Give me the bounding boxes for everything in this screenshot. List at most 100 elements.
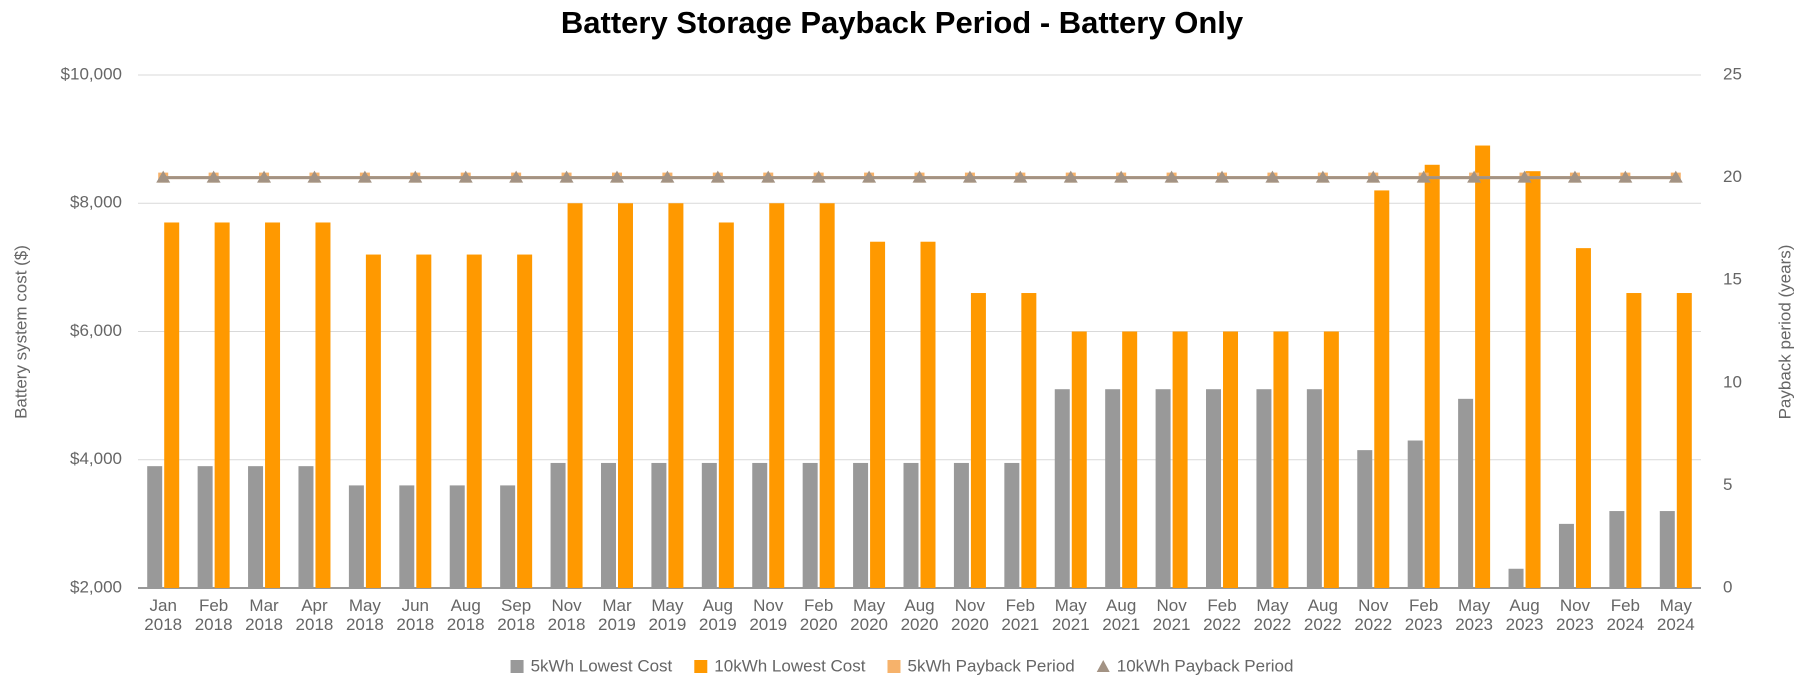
marker — [1517, 170, 1532, 183]
legend-label: 5kWh Lowest Cost — [531, 656, 673, 675]
y2-tick-label: 25 — [1723, 64, 1742, 83]
bar — [1223, 331, 1239, 588]
x-tick-label: Aug 2019 — [698, 596, 737, 634]
bar — [802, 462, 818, 588]
x-tick-label: Feb 2024 — [1606, 596, 1645, 634]
bar — [517, 254, 533, 589]
marker — [257, 170, 272, 183]
y2-tick-label: 20 — [1723, 167, 1742, 186]
bar — [1021, 293, 1037, 588]
bar — [348, 485, 364, 588]
x-tick-label: Mar 2019 — [598, 596, 636, 634]
bar — [248, 466, 264, 588]
bar — [752, 462, 768, 588]
legend-label: 10kWh Lowest Cost — [714, 656, 865, 675]
bar — [449, 485, 465, 588]
bar — [399, 485, 415, 588]
marker — [458, 170, 473, 183]
bar — [1575, 248, 1591, 588]
bar — [1558, 523, 1574, 588]
x-tick-label: Nov 2018 — [547, 596, 586, 634]
bar — [903, 462, 919, 588]
marker — [710, 170, 725, 183]
bar — [1306, 389, 1322, 588]
bar — [315, 222, 331, 589]
x-tick-label: Mar 2018 — [245, 596, 283, 634]
bar — [1122, 331, 1138, 588]
x-tick-label: Feb 2020 — [799, 596, 838, 634]
bar — [550, 462, 566, 588]
x-tick-label: Jan 2018 — [144, 596, 183, 634]
bar — [1172, 331, 1188, 588]
marker — [1265, 170, 1280, 183]
x-tick-label: Apr 2018 — [295, 596, 334, 634]
bar — [265, 222, 281, 589]
marker — [962, 170, 977, 183]
bar — [500, 485, 516, 588]
bar — [1475, 145, 1491, 588]
y2-tick-label: 15 — [1723, 270, 1742, 289]
bar — [617, 203, 633, 588]
y-axis-label: Battery system cost ($) — [11, 245, 30, 419]
bar — [1609, 511, 1625, 588]
marker — [357, 170, 372, 183]
bar — [197, 466, 213, 588]
x-tick-label: Jun 2018 — [396, 596, 435, 634]
bar — [1458, 398, 1474, 588]
bar — [164, 222, 180, 589]
x-tick-label: May 2019 — [648, 596, 687, 634]
bar — [1525, 171, 1541, 588]
marker — [408, 170, 423, 183]
x-tick-label: May 2024 — [1656, 596, 1695, 634]
bar — [819, 203, 835, 588]
x-tick-label: Sep 2018 — [497, 596, 536, 634]
bar — [1256, 389, 1272, 588]
bar — [1004, 462, 1020, 588]
x-tick-label: May 2022 — [1253, 596, 1292, 634]
marker — [811, 170, 826, 183]
legend-symbol — [1096, 660, 1110, 672]
bar — [870, 241, 886, 588]
bar — [1273, 331, 1289, 588]
x-tick-label: Feb 2022 — [1203, 596, 1241, 634]
marker — [912, 170, 927, 183]
y-tick-label: $10,000 — [61, 64, 122, 83]
marker — [1315, 170, 1330, 183]
bar — [953, 462, 969, 588]
y2-axis-label: Payback period (years) — [1775, 245, 1794, 420]
marker — [1114, 170, 1129, 183]
bar — [365, 254, 381, 589]
bar — [1105, 389, 1121, 588]
marker — [1416, 170, 1431, 183]
bar — [1659, 511, 1675, 588]
x-tick-label: May 2021 — [1051, 596, 1090, 634]
bar — [466, 254, 482, 589]
bar — [298, 466, 314, 588]
marker — [1567, 170, 1582, 183]
x-tick-label: May 2020 — [850, 596, 888, 634]
y-tick-label: $8,000 — [70, 193, 122, 212]
bar — [1206, 389, 1222, 588]
bar — [416, 254, 432, 589]
legend-symbol — [510, 660, 524, 673]
bar — [1676, 293, 1692, 588]
marker — [862, 170, 877, 183]
y-tick-label: $4,000 — [70, 449, 122, 468]
marker — [761, 170, 776, 183]
marker — [609, 170, 624, 183]
legend-label: 10kWh Payback Period — [1117, 656, 1294, 675]
x-tick-label: Aug 2022 — [1303, 596, 1342, 634]
bar — [1155, 389, 1171, 588]
bar — [1424, 164, 1440, 588]
x-tick-label: Nov 2023 — [1556, 596, 1594, 634]
marker — [1618, 170, 1633, 183]
chart-title: Battery Storage Payback Period - Battery… — [561, 5, 1244, 40]
marker — [1215, 170, 1230, 183]
x-tick-label: Nov 2019 — [749, 596, 788, 634]
x-tick-label: Nov 2021 — [1152, 596, 1191, 634]
marker — [1013, 170, 1028, 183]
x-tick-label: Feb 2021 — [1001, 596, 1040, 634]
legend-symbol — [887, 660, 901, 673]
marker — [1668, 170, 1683, 183]
